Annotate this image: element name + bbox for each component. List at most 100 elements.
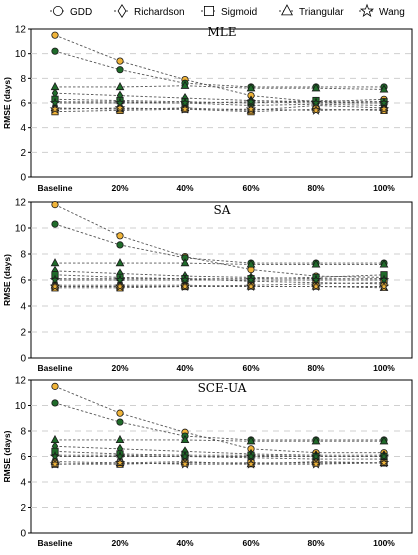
chart-panel-mle: 0 2 4 6 8 10 12 Baseline 20% 40% 60% 80% 100% RMSE (d… <box>2 25 413 193</box>
data-point-triangular <box>50 434 60 444</box>
y-axis-label: RMSE (days) <box>2 254 12 306</box>
data-point-wang <box>49 97 61 108</box>
square-icon <box>203 6 214 16</box>
y-tick-label: 6 <box>20 99 26 110</box>
data-point-wang <box>49 103 61 114</box>
data-point-wang <box>49 450 61 461</box>
x-tick-label: 40% <box>176 183 193 193</box>
data-point-triangular <box>115 258 125 267</box>
panel-title: SA <box>214 203 231 217</box>
legend-label: Wang <box>379 7 405 18</box>
data-point-wang <box>114 102 126 113</box>
data-point-triangular <box>311 83 321 92</box>
series-line-triangular <box>55 85 385 90</box>
data-point-gdd <box>116 66 124 74</box>
data-point-wang <box>310 450 322 461</box>
chart-panel-sa: 0 2 4 6 8 10 12 Baseline 20% 40% 60% 80% 100% RMSE (d… <box>2 198 413 373</box>
legend-label: GDD <box>70 7 92 18</box>
data-point-wang <box>245 450 257 461</box>
data-point-triangular <box>115 434 125 444</box>
series-line-richardson <box>54 270 384 280</box>
y-tick-label: 4 <box>20 302 26 313</box>
y-tick-label: 8 <box>20 250 26 261</box>
chart-panels: 0 2 4 6 8 10 12 Baseline 20% 40% 60% 80% 100% RMSE (d… <box>2 25 413 548</box>
data-point-gdd <box>51 31 59 39</box>
series-line-gdd <box>54 402 384 441</box>
x-tick-label: Baseline <box>38 538 73 548</box>
series-line-sigmoid <box>54 274 385 280</box>
y-tick-label: 0 <box>20 529 26 540</box>
legend: GDD Richardson Sigmoid Triangular Wang <box>50 3 405 18</box>
y-tick-label: 2 <box>20 328 26 339</box>
y-axis-label: RMSE (days) <box>2 430 12 482</box>
data-point-gdd <box>116 241 124 249</box>
data-point-triangular <box>379 436 389 445</box>
data-point-wang <box>179 450 191 461</box>
y-tick-label: 4 <box>20 123 26 134</box>
data-point-gdd <box>51 382 59 390</box>
x-tick-label: 80% <box>307 538 324 548</box>
data-point-wang <box>179 458 191 469</box>
data-point-triangular <box>246 259 256 268</box>
data-point-wang <box>245 274 257 285</box>
data-point-wang <box>114 457 126 468</box>
data-point-triangular <box>180 80 190 89</box>
data-point-wang <box>179 97 191 108</box>
series-line-richardson <box>55 101 385 106</box>
data-point-triangular <box>50 81 60 91</box>
diamond-icon <box>117 4 127 18</box>
y-tick-label: 0 <box>20 354 26 365</box>
x-tick-label: 40% <box>176 363 193 373</box>
series-line-wang <box>54 462 385 465</box>
data-point-wang <box>114 97 126 108</box>
data-point-wang <box>378 103 390 114</box>
y-tick-label: 12 <box>15 198 27 209</box>
panel-title: SCE-UA <box>198 381 247 395</box>
circle-icon <box>53 6 64 16</box>
data-point-gdd <box>51 399 59 407</box>
series-line-gdd <box>54 50 384 88</box>
series-line-wang <box>55 101 384 104</box>
data-point-gdd <box>51 47 59 55</box>
data-point-wang <box>114 450 126 461</box>
data-point-triangular <box>115 81 125 91</box>
x-tick-label: 100% <box>373 183 395 193</box>
data-point-wang <box>114 274 126 285</box>
x-tick-label: 20% <box>111 183 128 193</box>
series-line-gdd <box>54 223 384 264</box>
series-line-richardson <box>54 92 385 104</box>
y-axis-label: RMSE (days) <box>2 77 12 129</box>
data-point-wang <box>378 274 390 285</box>
data-point-triangular <box>180 258 190 267</box>
x-tick-label: 60% <box>242 363 259 373</box>
data-point-gdd <box>116 409 124 417</box>
series-line-richardson <box>54 445 384 456</box>
data-point-wang <box>378 450 390 461</box>
x-tick-label: Baseline <box>38 363 73 373</box>
y-tick-label: 10 <box>15 401 27 412</box>
series-line-triangular <box>55 262 384 265</box>
data-point-gdd <box>51 220 59 228</box>
x-tick-label: 60% <box>242 183 259 193</box>
data-point-wang <box>310 104 322 115</box>
series-line-triangular <box>55 439 384 442</box>
chart-panel-sce-ua: 0 2 4 6 8 10 12 Baseline 20% 40% 60% 80% 100% RMSE (d… <box>2 376 413 548</box>
data-point-wang <box>179 103 191 114</box>
data-point-gdd <box>116 232 124 240</box>
data-point-wang <box>114 280 126 291</box>
legend-label: Sigmoid <box>221 7 257 18</box>
series-line-gdd <box>54 204 385 278</box>
legend-label: Triangular <box>299 7 344 18</box>
data-point-wang <box>378 457 390 468</box>
data-point-wang <box>245 458 257 469</box>
y-tick-label: 4 <box>20 478 26 489</box>
x-tick-label: Baseline <box>38 183 73 193</box>
y-tick-label: 6 <box>20 452 26 463</box>
series-line-gdd <box>54 385 384 454</box>
star-icon <box>359 3 375 17</box>
triangle-icon <box>281 4 293 16</box>
x-tick-label: 100% <box>373 538 395 548</box>
x-tick-label: 80% <box>307 183 324 193</box>
data-point-triangular <box>246 83 256 92</box>
